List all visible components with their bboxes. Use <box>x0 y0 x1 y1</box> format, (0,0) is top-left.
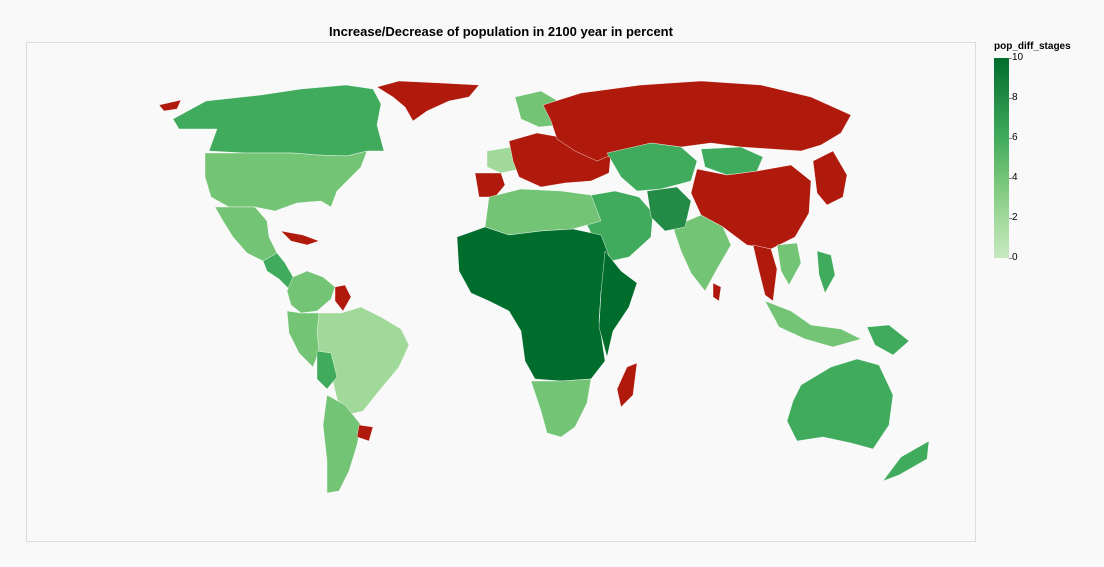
legend-title: pop_diff_stages <box>994 41 1071 52</box>
region-west-central-africa <box>456 226 612 382</box>
region-colombia-venezuela <box>286 270 336 314</box>
region-southern-africa <box>530 378 592 438</box>
legend-tickmark <box>1009 218 1012 219</box>
region-japan-korea <box>812 150 848 206</box>
region-indonesia <box>764 300 862 348</box>
legend-tick-label: 10 <box>1012 52 1024 63</box>
map-title: Increase/Decrease of population in 2100 … <box>329 24 673 39</box>
region-madagascar <box>616 362 638 408</box>
region-kazakhstan-central-asia <box>606 142 698 192</box>
region-sri-lanka <box>712 282 722 302</box>
region-canada <box>172 84 385 157</box>
legend-tick-label: 6 <box>1012 132 1018 143</box>
region-philippines <box>816 250 836 294</box>
legend-tickmark <box>1009 98 1012 99</box>
legend-tick-label: 8 <box>1012 92 1018 103</box>
map-frame <box>26 42 976 542</box>
region-new-zealand <box>882 440 930 482</box>
world-map <box>158 80 930 494</box>
region-thailand-myanmar <box>752 244 778 302</box>
region-east-africa <box>598 250 638 358</box>
legend-tickmark <box>1009 178 1012 179</box>
region-bolivia <box>316 350 338 390</box>
region-pakistan-afghanistan <box>646 186 692 232</box>
region-southeast-asia <box>776 242 802 286</box>
legend-tick-label: 4 <box>1012 172 1018 183</box>
region-north-africa <box>484 188 602 236</box>
region-iberia <box>474 172 506 198</box>
legend-tickmark <box>1009 138 1012 139</box>
legend-gradient <box>994 58 1009 258</box>
region-cuba <box>280 230 320 246</box>
legend-tickmark <box>1009 258 1012 259</box>
region-argentina <box>322 394 362 494</box>
region-russia <box>542 80 852 162</box>
region-mexico <box>214 206 278 262</box>
region-papua-new-guinea <box>866 324 910 356</box>
region-alaska <box>158 99 182 112</box>
legend-tickmark <box>1009 58 1012 59</box>
region-guyana-suriname <box>334 284 352 312</box>
region-mongolia <box>700 146 764 176</box>
region-uruguay <box>356 424 374 442</box>
legend-tick-label: 2 <box>1012 212 1018 223</box>
region-australia <box>786 358 894 450</box>
region-peru <box>286 310 320 368</box>
region-greenland <box>376 80 480 122</box>
region-india <box>672 214 732 292</box>
legend-tick-label: 0 <box>1012 252 1018 263</box>
region-united-states <box>204 150 368 212</box>
